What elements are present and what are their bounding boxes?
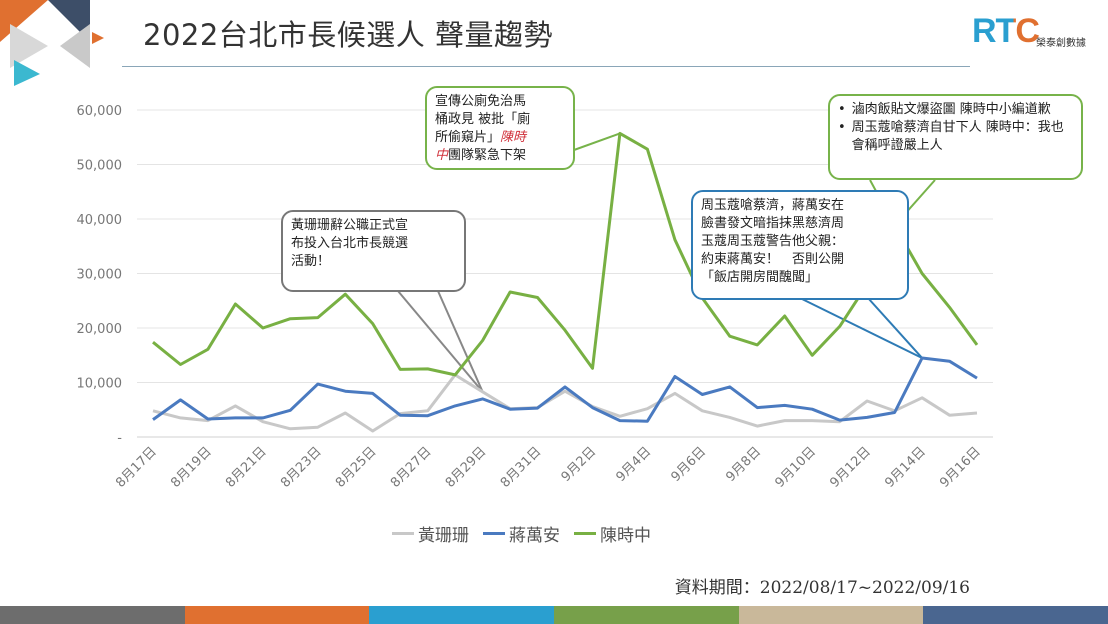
x-tick-label: 8月19日 (168, 444, 215, 491)
bullet-text: 滷肉飯貼文爆盜圖 陳時中小編道歉 (851, 102, 1051, 117)
bar-segment (0, 606, 185, 624)
bullet-icon: • (838, 120, 846, 135)
callout-line: 周玉蔻嗆蔡濟，蔣萬安在 (701, 198, 845, 213)
x-tick-label: 9月6日 (668, 444, 709, 485)
y-tick-label: 30,000 (77, 268, 123, 283)
x-tick-label: 9月10日 (772, 444, 819, 491)
pointer-poster (573, 132, 621, 151)
company-logo: RTC 榮泰創數據 (972, 10, 1092, 54)
bar-segment (923, 606, 1108, 624)
title-divider (122, 66, 970, 67)
x-tick-label: 8月27日 (388, 444, 435, 491)
x-tick-label: 9月8日 (723, 444, 764, 485)
callout-red-text: 陳時 (500, 130, 527, 145)
bar-segment (554, 606, 739, 624)
y-tick-label: 20,000 (77, 322, 123, 337)
legend-swatch (483, 532, 505, 535)
y-tick-label: 60,000 (77, 104, 123, 119)
y-tick-label: 10,000 (77, 377, 123, 392)
corner-navy-triangle (48, 0, 90, 42)
callout-line: 黃珊珊辭公職正式宣 (291, 218, 409, 233)
callout-chen-events: • 滷肉飯貼文爆盜圖 陳時中小編道歉 • 周玉蔻嗆蔡濟自甘下人 陳時中：我也會稱… (828, 94, 1083, 180)
y-tick-label: 40,000 (77, 213, 123, 228)
x-tick-label: 9月2日 (559, 444, 600, 485)
series-line-黃珊珊 (152, 373, 978, 433)
legend-item: 黃珊珊 (392, 521, 469, 546)
bar-segment (369, 606, 555, 624)
legend-item: 陳時中 (574, 521, 651, 546)
pointer-chou-left (799, 297, 923, 359)
bar-segment (184, 606, 370, 624)
x-tick-label: 8月17日 (113, 444, 160, 491)
bullet-text: 周玉蔻嗆蔡濟自甘下人 陳時中：我也會稱呼證嚴上人 (851, 120, 1064, 153)
series-line-蔣萬安 (152, 356, 978, 423)
corner-silver-triangle (60, 24, 90, 68)
callout-line: 臉書發文暗指抹黑慈濟周 (701, 216, 845, 231)
x-tick-label: 8月21日 (223, 444, 270, 491)
page-title: 2022台北市長候選人 聲量趨勢 (143, 18, 554, 52)
bullet-icon: • (838, 102, 846, 117)
logo-subtitle: 榮泰創數據 (1036, 38, 1086, 49)
corner-teal-triangle (14, 60, 40, 86)
corner-small-orange-triangle (92, 32, 104, 44)
bar-segment (738, 606, 924, 624)
x-tick-label: 8月23日 (278, 444, 325, 491)
pointer-chou-right (867, 297, 923, 359)
x-tick-label: 9月4日 (614, 444, 655, 485)
logo-text: RTC (972, 12, 1040, 50)
bottom-color-bar (0, 606, 1108, 624)
legend-item: 蔣萬安 (483, 521, 560, 546)
callout-huang-announcement: 黃珊珊辭公職正式宣 布投入台北市長競選 活動！ (281, 210, 466, 292)
series-line-陳時中 (152, 131, 979, 377)
callout-toilet-poster: 宣傳公廁免治馬 桶政見 被批「廁 所偷窺片」陳時 中團隊緊急下架 (425, 86, 575, 170)
x-tick-label: 8月29日 (443, 444, 490, 491)
callout-line: 桶政見 被批「廁 (435, 112, 531, 127)
callout-line: 活動！ (291, 254, 331, 269)
legend-label: 陳時中 (600, 526, 651, 546)
callout-line: 布投入台北市長競選 (291, 236, 409, 251)
x-tick-label: 9月12日 (827, 444, 874, 491)
corner-decoration (0, 0, 104, 86)
chart-legend: 黃珊珊 蔣萬安 陳時中 (392, 521, 651, 546)
x-tick-label: 9月14日 (882, 444, 929, 491)
callout-line: 所偷窺片」陳時 (435, 129, 565, 147)
callout-line: 「飯店開房間醜聞」 (701, 270, 819, 285)
x-tick-label: 8月25日 (333, 444, 380, 491)
data-period-note: 資料期間：2022/08/17~2022/09/16 (674, 578, 970, 598)
callout-line: 約束蔣萬安！ 否則公開 (701, 252, 845, 267)
x-tick-label: 8月31日 (498, 444, 545, 491)
callout-chou-warning: 周玉蔻嗆蔡濟，蔣萬安在 臉書發文暗指抹黑慈濟周 玉蔻周玉蔻警告他父親： 約束蔣萬… (691, 190, 909, 300)
legend-label: 蔣萬安 (509, 526, 560, 546)
bullet-item: • 周玉蔻嗆蔡濟自甘下人 陳時中：我也會稱呼證嚴上人 (838, 119, 1071, 155)
y-tick-label: 50,000 (77, 159, 123, 174)
legend-swatch (574, 532, 596, 535)
bullet-item: • 滷肉飯貼文爆盜圖 陳時中小編道歉 (838, 101, 1071, 119)
legend-swatch (392, 532, 414, 535)
y-tick-label: - (117, 431, 122, 446)
callout-line: 玉蔻周玉蔻警告他父親： (701, 234, 845, 249)
callout-text: 團隊緊急下架 (448, 148, 527, 163)
callout-red-text: 中 (435, 148, 449, 163)
pointer-huang-right (437, 290, 484, 393)
callout-text: 所偷窺片」 (435, 130, 501, 145)
corner-gray-triangle (10, 24, 48, 68)
legend-label: 黃珊珊 (418, 526, 469, 546)
callout-line: 宣傳公廁免治馬 (435, 94, 527, 109)
callout-line: 中團隊緊急下架 (435, 147, 565, 165)
pointer-huang-left (397, 290, 484, 393)
x-tick-label: 9月16日 (937, 444, 984, 491)
